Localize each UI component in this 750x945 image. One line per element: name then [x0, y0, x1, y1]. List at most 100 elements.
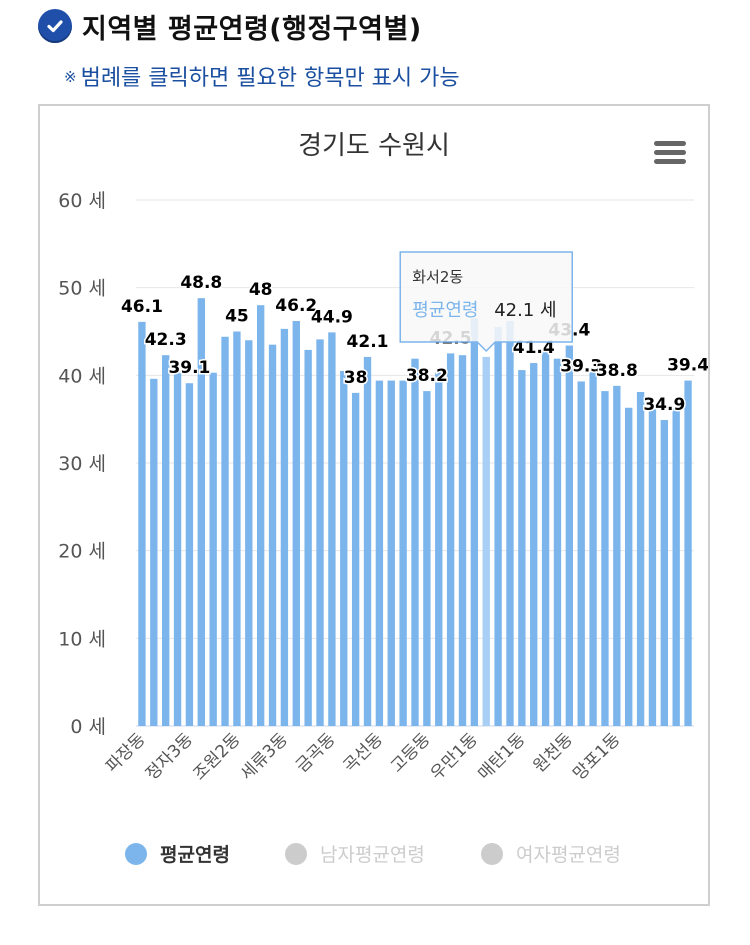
- bar[interactable]: [648, 406, 657, 726]
- bar[interactable]: [625, 407, 633, 726]
- bar[interactable]: [292, 320, 300, 726]
- bar[interactable]: [589, 371, 597, 726]
- legend-item[interactable]: 남자평균연령: [285, 843, 425, 866]
- bar[interactable]: [518, 370, 526, 726]
- y-tick-label: 50 세: [58, 278, 106, 300]
- bar[interactable]: [316, 339, 324, 726]
- x-tick-label: 세류3동: [237, 729, 292, 784]
- y-tick-label: 10 세: [58, 628, 106, 650]
- data-label: 46.2: [275, 296, 317, 316]
- x-tick-label: 정자3동: [142, 729, 197, 784]
- bar[interactable]: [541, 351, 550, 726]
- bar[interactable]: [185, 383, 194, 726]
- bar[interactable]: [233, 331, 241, 727]
- bar[interactable]: [530, 363, 538, 726]
- bar[interactable]: [446, 353, 455, 726]
- bar[interactable]: [470, 318, 479, 726]
- y-tick-label: 0 세: [70, 716, 106, 738]
- data-label: 46.1: [121, 297, 163, 317]
- legend-label: 평균연령: [160, 844, 230, 866]
- bar[interactable]: [660, 420, 668, 726]
- tooltip-box: [399, 251, 573, 353]
- y-tick-label: 20 세: [58, 541, 106, 563]
- x-tick-label: 매탄1동: [474, 729, 529, 784]
- bar[interactable]: [636, 391, 645, 726]
- legend-label: 남자평균연령: [320, 844, 425, 866]
- legend-marker: [481, 843, 503, 865]
- section-title: 지역별 평균연령(행정구역별): [82, 13, 422, 45]
- y-tick-label: 30 세: [58, 453, 106, 475]
- bar[interactable]: [482, 356, 490, 726]
- legend-label: 여자평균연령: [516, 844, 621, 866]
- tooltip-category: 화서2동: [412, 268, 463, 286]
- bar[interactable]: [245, 340, 253, 726]
- data-label: 38.2: [406, 366, 448, 386]
- bar[interactable]: [399, 380, 407, 726]
- bar[interactable]: [209, 372, 217, 726]
- legend-notice: ※ 범례를 클릭하면 필요한 항목만 표시 가능: [64, 60, 460, 92]
- bar[interactable]: [197, 298, 205, 726]
- x-tick-label: 망포1동: [569, 729, 624, 784]
- bar[interactable]: [268, 344, 277, 726]
- bar[interactable]: [601, 391, 609, 726]
- bar[interactable]: [221, 336, 229, 726]
- legend-item[interactable]: 여자평균연령: [481, 843, 621, 866]
- data-label: 38.8: [596, 361, 638, 381]
- bar-chart: 경기도 수원시 0 세 10 세 20 세 30 세 40 세 50 세 60 세 46.1…: [58, 131, 710, 866]
- y-tick-label: 40 세: [58, 365, 106, 387]
- notice-mark: ※: [64, 68, 77, 86]
- hamburger-menu-icon[interactable]: [650, 138, 686, 168]
- bar[interactable]: [363, 356, 372, 726]
- x-tick-label: 곡선동: [340, 729, 387, 776]
- bar[interactable]: [458, 355, 467, 726]
- data-label: 48: [249, 280, 273, 300]
- data-label: 39.1: [168, 358, 210, 378]
- data-label: 42.1: [347, 332, 389, 352]
- bar[interactable]: [304, 349, 312, 726]
- check-circle-icon: [38, 9, 72, 43]
- bar[interactable]: [684, 380, 692, 726]
- bar[interactable]: [494, 327, 502, 726]
- data-label: 39.3: [560, 356, 602, 376]
- x-tick-label: 우만1동: [427, 729, 482, 784]
- bar[interactable]: [577, 381, 585, 726]
- bar[interactable]: [162, 355, 170, 726]
- bar[interactable]: [375, 380, 384, 726]
- section-header: 지역별 평균연령(행정구역별): [38, 6, 422, 46]
- bar[interactable]: [138, 321, 146, 726]
- bar[interactable]: [173, 372, 182, 726]
- data-label: 42.3: [145, 330, 187, 350]
- notice-text: 범례를 클릭하면 필요한 항목만 표시 가능: [80, 66, 460, 91]
- bar[interactable]: [672, 408, 680, 726]
- data-label: 38: [344, 368, 368, 388]
- bar[interactable]: [411, 358, 419, 726]
- bar[interactable]: [328, 332, 336, 726]
- x-tick-label: 조원2동: [189, 729, 244, 784]
- chart-title: 경기도 수원시: [298, 131, 450, 161]
- bar[interactable]: [565, 345, 574, 726]
- tooltip-value: 42.1 세: [494, 300, 556, 321]
- y-tick-label: 60 세: [58, 190, 106, 212]
- bar[interactable]: [351, 392, 360, 726]
- bar[interactable]: [280, 328, 289, 726]
- data-label: 39.4: [667, 356, 708, 376]
- data-label: 34.9: [643, 395, 685, 415]
- chart-container: 경기도 수원시 0 세 10 세 20 세 30 세 40 세 50 세 60 세 46.1…: [38, 104, 711, 906]
- bar[interactable]: [553, 358, 562, 726]
- data-label: 45: [225, 307, 249, 327]
- bar[interactable]: [423, 391, 431, 726]
- bar[interactable]: [256, 305, 265, 726]
- bar[interactable]: [613, 385, 621, 726]
- data-label: 44.9: [311, 307, 353, 327]
- legend-marker: [125, 843, 147, 865]
- x-tick-label: 금곡동: [292, 729, 339, 776]
- legend-item[interactable]: 평균연령: [125, 843, 230, 866]
- bar[interactable]: [340, 370, 348, 726]
- bar[interactable]: [150, 378, 158, 726]
- bar[interactable]: [435, 372, 443, 726]
- bar[interactable]: [387, 380, 395, 726]
- tooltip-series: 평균연령: [412, 300, 478, 321]
- data-label: 48.8: [180, 273, 222, 293]
- bar[interactable]: [506, 320, 514, 726]
